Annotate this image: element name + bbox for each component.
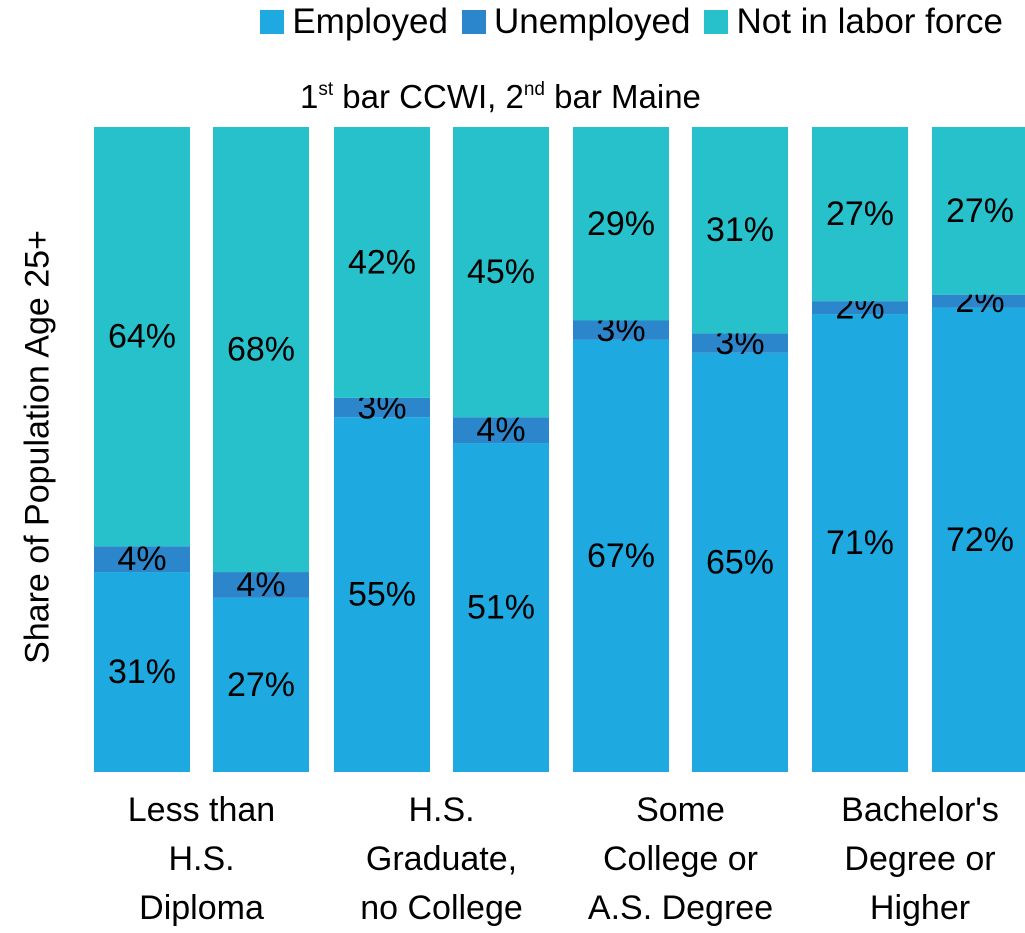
subtitle-first-ordinal: 1 [300,78,319,115]
legend-label-employed: Employed [292,2,448,41]
bar-segment-not-in-labor-force-2 [213,127,309,573]
bar-segment-unemployed-6 [692,333,788,353]
data-label-employed-7: 71% [826,524,894,562]
legend-item-employed: Employed [260,2,448,42]
bar-segment-not-in-labor-force-5 [573,127,669,321]
data-label-unemployed-2: 4% [236,566,285,604]
x-category-label-4: Bachelor's Degree or Higher [810,786,1025,933]
x-category-label-line: A.S. Degree [587,889,774,927]
bar-segment-employed-5 [573,339,669,772]
legend-swatch-not-in-labor-force [704,10,729,34]
x-category-label-line: Higher [869,889,971,927]
bar-segment-not-in-labor-force-7 [812,127,908,302]
x-category-label-line: Some [636,791,725,829]
bar-segment-employed-4 [453,443,549,772]
bar-segment-not-in-labor-force-1 [94,127,190,547]
legend: Employed Unemployed Not in labor force [246,2,1003,42]
chart-subtitle: 1st bar CCWI, 2nd bar Maine [300,78,701,116]
data-label-unemployed-4: 4% [476,411,525,449]
data-label-employed-2: 27% [227,666,295,704]
data-label-not-in-labor-force-3: 42% [348,243,416,281]
legend-label-not-in-labor-force: Not in labor force [736,2,1003,41]
bar-segment-not-in-labor-force-6 [692,127,788,334]
data-label-not-in-labor-force-4: 45% [467,253,535,291]
x-category-label-line: Bachelor's [841,791,999,829]
bar-segment-employed-8 [932,307,1025,772]
bar-segment-unemployed-8 [932,294,1025,308]
legend-label-unemployed: Unemployed [493,2,691,41]
legend-item-not-in-labor-force: Not in labor force [704,2,1003,42]
subtitle-second-text: bar Maine [545,78,701,115]
x-category-label-line: Graduate, [365,840,518,878]
x-category-label-1: Less than H.S. Diploma [92,786,312,933]
x-category-label-line: H.S. [408,791,475,829]
subtitle-first-suffix: st [318,79,334,100]
bar-segment-unemployed-1 [94,546,190,573]
data-label-not-in-labor-force-2: 68% [227,331,295,369]
subtitle-second-ordinal: 2 [505,78,524,115]
data-label-unemployed-1: 4% [117,540,166,578]
bar-segment-employed-2 [213,597,309,772]
data-label-not-in-labor-force-6: 31% [706,211,774,249]
bar-segment-employed-7 [812,314,908,772]
data-label-not-in-labor-force-7: 27% [826,195,894,233]
data-label-employed-3: 55% [348,576,416,614]
x-category-label-line: Less than [127,791,276,829]
data-label-not-in-labor-force-8: 27% [946,192,1014,230]
bar-segment-not-in-labor-force-4 [453,127,549,418]
data-label-employed-6: 65% [706,543,774,581]
data-label-employed-8: 72% [946,521,1014,559]
bar-segment-unemployed-3 [334,397,430,418]
data-label-employed-1: 31% [108,653,176,691]
subtitle-first-text: bar CCWI, [333,78,506,115]
legend-swatch-employed [260,10,285,34]
x-category-label-line: Diploma [139,889,264,927]
x-category-label-line: H.S. [168,840,235,878]
bar-segment-unemployed-5 [573,320,669,340]
bar-segment-employed-6 [692,352,788,772]
legend-swatch-unemployed [461,10,486,34]
bar-segment-not-in-labor-force-3 [334,127,430,398]
x-category-label-3: Some College or A.S. Degree [571,786,791,933]
data-label-not-in-labor-force-5: 29% [587,205,655,243]
legend-item-unemployed: Unemployed [461,2,691,42]
data-label-employed-4: 51% [467,589,535,627]
x-category-label-line: Degree or [844,840,996,878]
bar-segment-employed-1 [94,572,190,772]
bar-segment-unemployed-2 [213,572,309,598]
data-label-not-in-labor-force-1: 64% [108,318,176,356]
bar-segment-unemployed-7 [812,301,908,315]
bar-segment-employed-3 [334,417,430,772]
bar-segment-not-in-labor-force-8 [932,127,1025,295]
x-category-label-line: College or [603,840,758,878]
bar-segment-unemployed-4 [453,417,549,444]
subtitle-second-suffix: nd [523,79,545,100]
data-label-employed-5: 67% [587,537,655,575]
x-category-label-line: no College [360,889,523,927]
x-category-label-2: H.S. Graduate, no College [332,786,552,933]
